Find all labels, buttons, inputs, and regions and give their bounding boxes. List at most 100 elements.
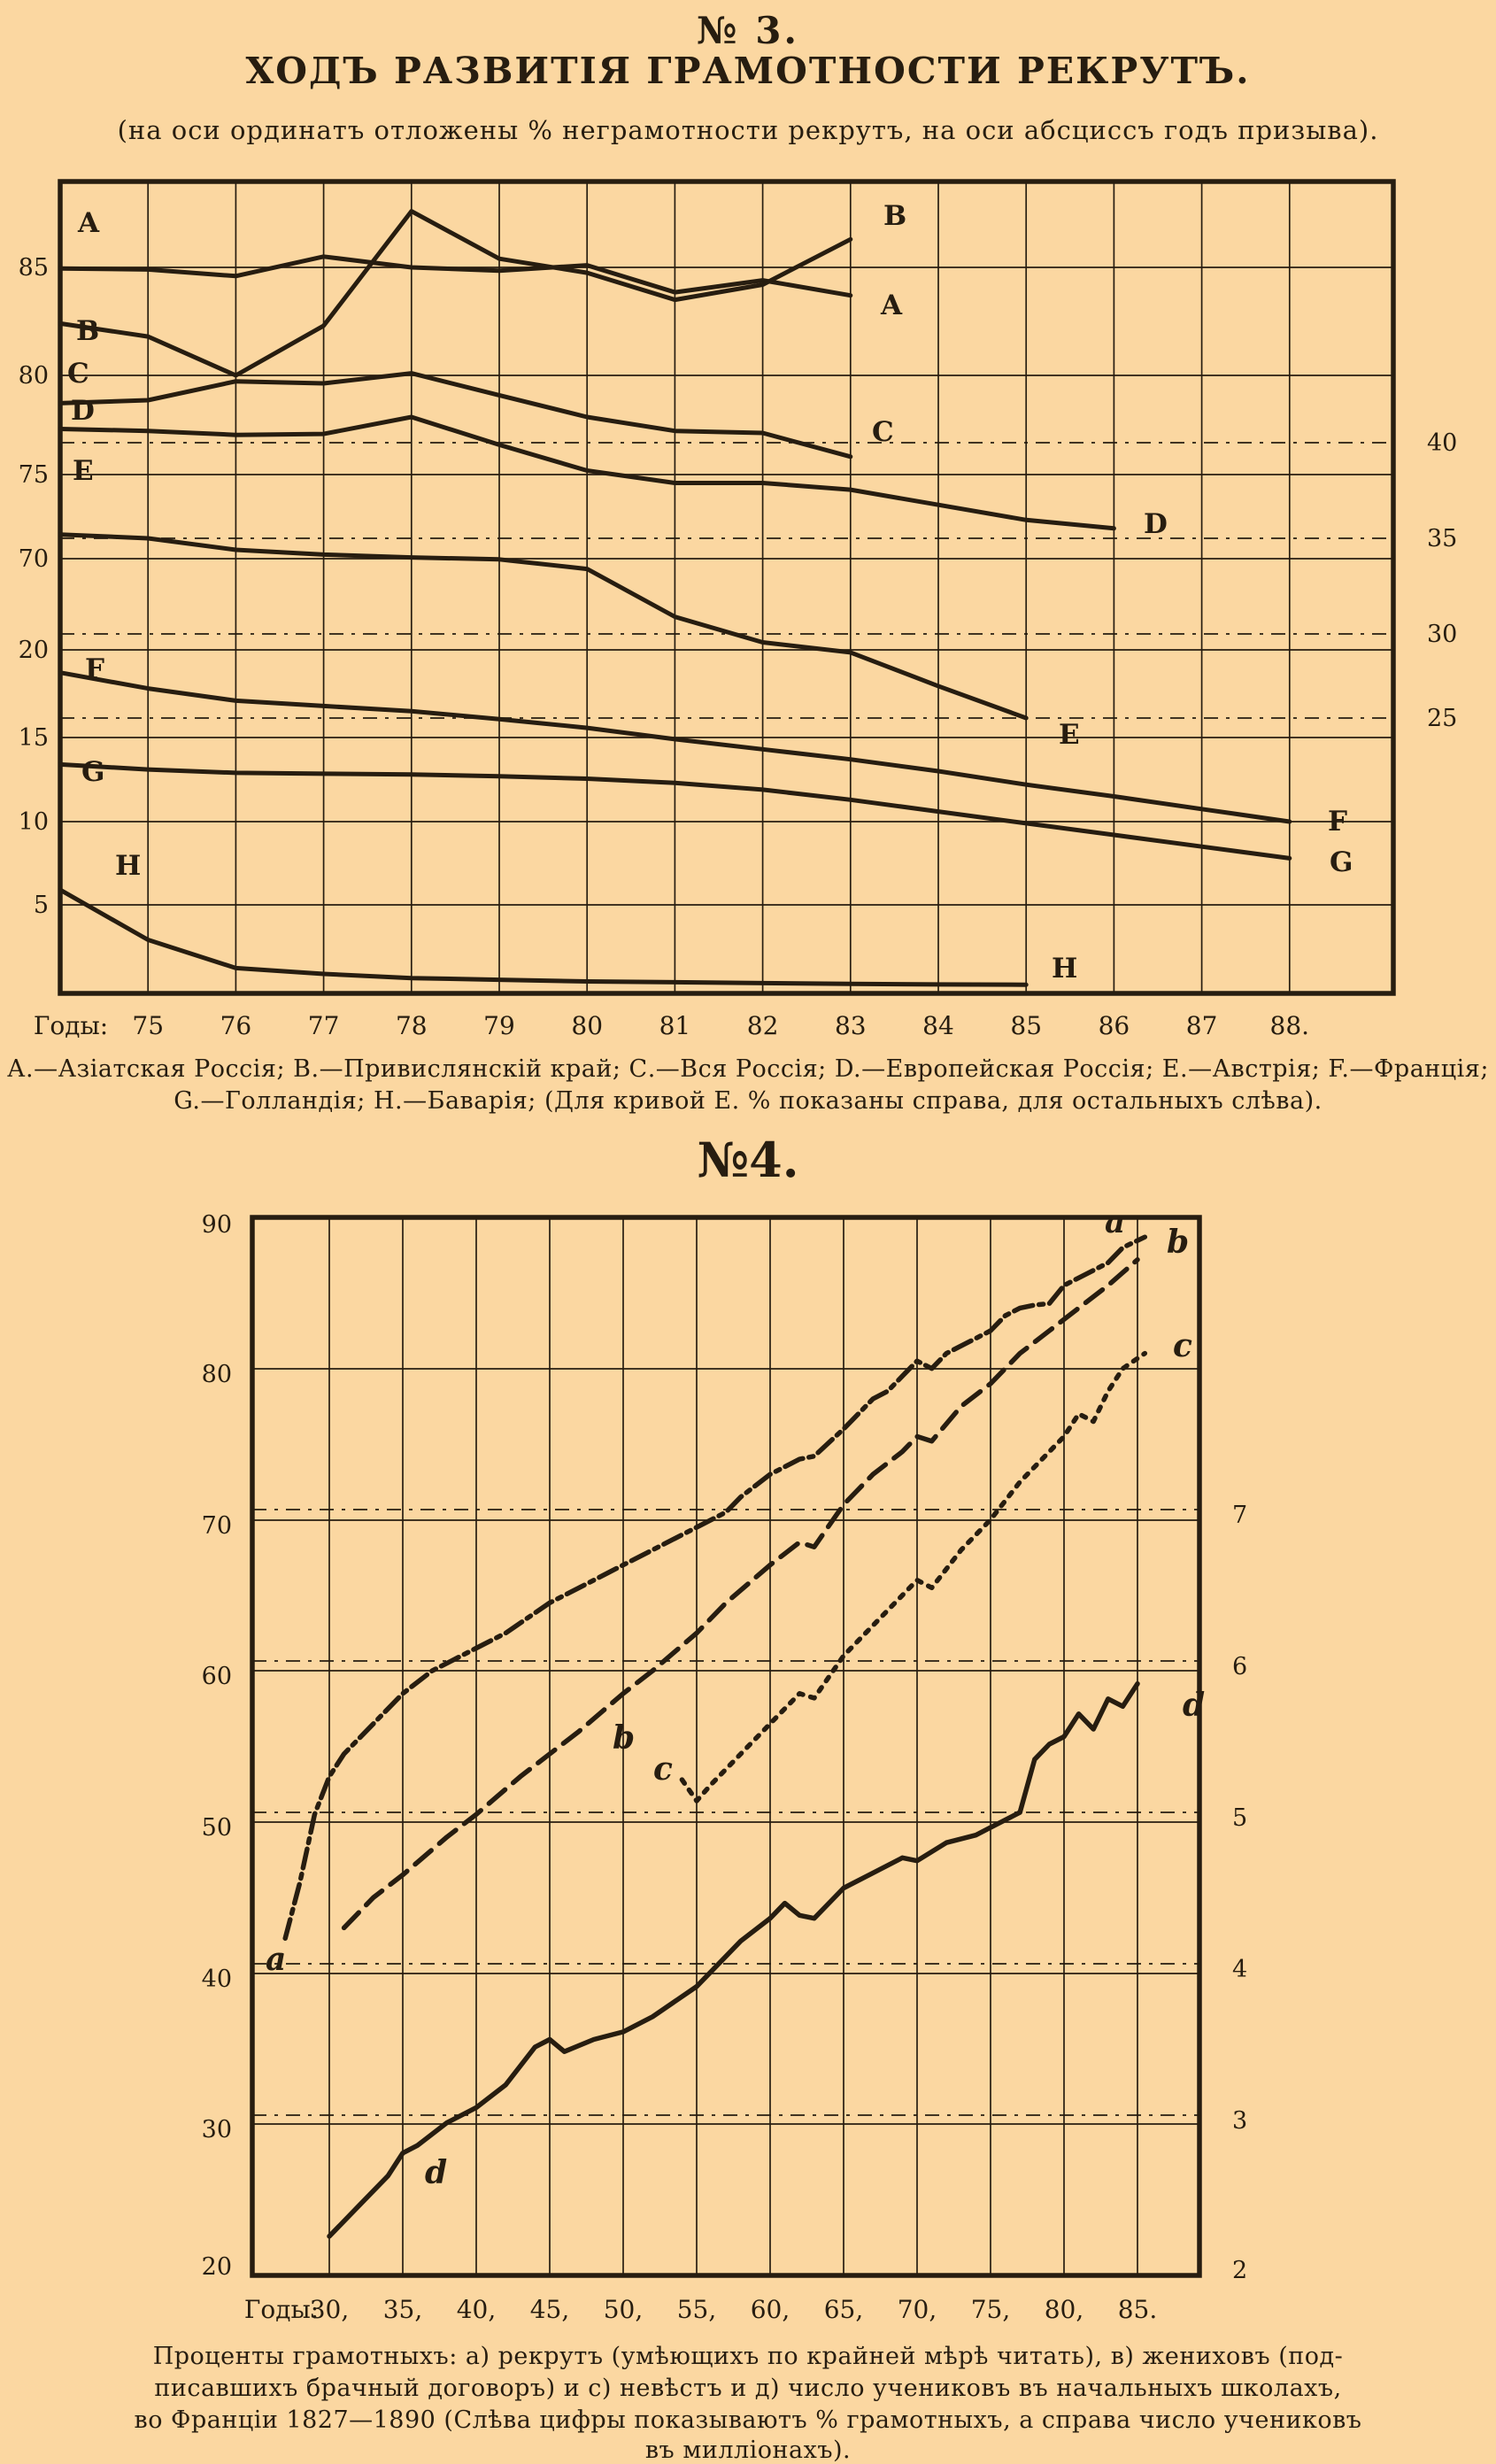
chart3-x-label-83: 83 xyxy=(835,1011,867,1040)
chart4-curve-label-b-start: b xyxy=(613,1719,635,1757)
chart3-x-label-75: 75 xyxy=(132,1011,164,1040)
chart4-curve-label-c-end: c xyxy=(1173,1327,1192,1364)
chart4-right-tick-2: 2 xyxy=(1232,2257,1247,2284)
chart4-x-label-50: 50, xyxy=(604,2295,644,2324)
chart3-curve-label-A-start: A xyxy=(77,207,100,239)
chart4-curve-label-d-start: d xyxy=(425,2154,447,2191)
figure-number-3: № 3. xyxy=(696,9,800,52)
chart4-right-tick-3: 3 xyxy=(1232,2107,1247,2135)
chart4-x-label-65: 65, xyxy=(824,2295,864,2324)
chart4-left-tick-20: 20 xyxy=(202,2253,232,2281)
chart4-left-tick-30: 30 xyxy=(202,2116,232,2143)
chart4-right-tick-4: 4 xyxy=(1232,1956,1247,1983)
chart3-left-tick-5: 5 xyxy=(34,892,49,919)
chart3-right-tick-40: 40 xyxy=(1427,429,1457,457)
chart4-left-tick-60: 60 xyxy=(202,1663,232,1690)
chart4-curve-label-a-end: a xyxy=(1105,1203,1125,1240)
chart3-curve-G xyxy=(58,761,1292,861)
chart4-curve-a xyxy=(282,1234,1148,1942)
chart3-curve-label-C-start: C xyxy=(67,358,89,390)
chart4-x-axis-title: Годы: xyxy=(244,2295,319,2324)
chart4-right-tick-7: 7 xyxy=(1232,1502,1247,1529)
chart4-x-label-75: 75, xyxy=(971,2295,1011,2324)
page-subtitle: (на оси ординатъ отложены % неграмотност… xyxy=(117,115,1379,145)
chart3-right-tick-35: 35 xyxy=(1427,525,1457,552)
chart4-caption-line2: писавшихъ брачный договоръ) и с) невѣстъ… xyxy=(154,2375,1342,2402)
chart4-left-tick-70: 70 xyxy=(202,1512,232,1540)
chart3-curve-H xyxy=(58,887,1029,987)
chart3-curve-label-H-start: H xyxy=(115,850,141,882)
chart3-right-tick-25: 25 xyxy=(1427,705,1457,732)
chart3-curve-label-G-end: G xyxy=(1330,846,1353,878)
chart4-left-tick-40: 40 xyxy=(202,1966,232,1993)
chart4-caption-line1: Проценты грамотныхъ: а) рекрутъ (умѣющих… xyxy=(152,2343,1344,2370)
chart3-curve-label-F-start: F xyxy=(85,653,104,685)
chart4-right-tick-6: 6 xyxy=(1232,1653,1247,1680)
chart4-left-tick-80: 80 xyxy=(202,1361,232,1388)
chart3-legend-line1: А.—Азіатская Россія; В.—Привислянскій кр… xyxy=(7,1055,1489,1083)
chart3-x-label-86: 86 xyxy=(1099,1011,1130,1040)
chart4-left-tick-50: 50 xyxy=(202,1814,232,1842)
chart3-curve-C xyxy=(58,371,853,460)
chart4-x-label-35: 35, xyxy=(383,2295,423,2324)
chart4-x-label-70: 70, xyxy=(898,2295,937,2324)
chart3-x-label-80: 80 xyxy=(571,1011,603,1040)
chart3-x-axis-title: Годы: xyxy=(34,1011,108,1040)
chart3-curve-label-D-start: D xyxy=(71,395,95,427)
chart3-curve-label-F-end: F xyxy=(1328,806,1347,838)
chart3-curve-E xyxy=(58,532,1029,721)
chart3-left-tick-75: 75 xyxy=(19,461,49,489)
chart4-caption-line3: во Франціи 1827—1890 (Слѣва цифры показы… xyxy=(134,2406,1362,2434)
chart3-curve-label-E-start: E xyxy=(73,455,94,487)
chart4-curve-label-b-end: b xyxy=(1167,1224,1189,1261)
chart4-curve-label-d-end: d xyxy=(1183,1687,1205,1724)
chart4-left-tick-90: 90 xyxy=(202,1211,232,1239)
chart3-left-tick-10: 10 xyxy=(19,808,49,836)
chart3-right-tick-30: 30 xyxy=(1427,621,1457,648)
chart3-x-label-88: 88. xyxy=(1270,1011,1310,1040)
chart4-caption-line4: въ милліонахъ). xyxy=(644,2437,852,2464)
chart4-curve-b xyxy=(341,1257,1140,1931)
chart4-curve-label-c-start: c xyxy=(653,1750,673,1788)
chart3-curve-label-A-end: A xyxy=(880,290,903,321)
chart3-curve-label-D-end: D xyxy=(1144,508,1168,540)
chart4-curve-d xyxy=(327,1680,1140,2239)
chart4-x-label-80: 80, xyxy=(1045,2295,1084,2324)
chart4-x-label-55: 55, xyxy=(677,2295,717,2324)
chart3-curve-label-C-end: C xyxy=(872,416,894,448)
chart3-x-label-79: 79 xyxy=(483,1011,515,1040)
chart3-left-tick-85: 85 xyxy=(19,254,49,282)
chart3-curve-label-H-end: H xyxy=(1052,953,1077,985)
chart4-x-label-60: 60, xyxy=(751,2295,790,2324)
chart3-curve-label-B-end: B xyxy=(883,200,906,232)
chart3-left-tick-20: 20 xyxy=(19,637,49,664)
chart3-curve-F xyxy=(58,670,1292,824)
chart3-x-label-85: 85 xyxy=(1010,1011,1042,1040)
chart3-curve-B xyxy=(58,209,853,378)
chart4-x-label-40: 40, xyxy=(457,2295,497,2324)
chart3-curve-label-E-end: E xyxy=(1059,719,1080,751)
chart3-curve-A xyxy=(58,254,853,298)
chart3-curve-label-G-start: G xyxy=(81,756,104,788)
chart3-x-label-81: 81 xyxy=(659,1011,691,1040)
chart3-left-tick-15: 15 xyxy=(19,724,49,752)
chart3-x-label-76: 76 xyxy=(220,1011,252,1040)
chart4-curve-c xyxy=(679,1350,1148,1804)
chart4-x-label-30: 30, xyxy=(310,2295,350,2324)
page-title: ХОДЪ РАЗВИТІЯ ГРАМОТНОСТИ РЕКРУТЪ. xyxy=(245,50,1251,92)
chart3-frame xyxy=(58,179,1396,996)
chart3-left-tick-70: 70 xyxy=(19,545,49,573)
chart3-x-label-82: 82 xyxy=(747,1011,779,1040)
chart3-curve-label-B-start: B xyxy=(76,315,99,347)
chart4-right-tick-5: 5 xyxy=(1232,1804,1247,1832)
chart3-x-label-77: 77 xyxy=(308,1011,340,1040)
chart4-x-label-85: 85. xyxy=(1118,2295,1158,2324)
chart3-legend-line2: G.—Голландія; Н.—Баварія; (Для кривой Е.… xyxy=(174,1087,1322,1115)
figure-number-4: №4. xyxy=(697,1132,799,1188)
chart3-left-tick-80: 80 xyxy=(19,362,49,390)
chart3-curve-D xyxy=(58,414,1116,531)
chart3-x-label-84: 84 xyxy=(922,1011,954,1040)
chart4-curve-label-a-start: a xyxy=(266,1941,286,1978)
